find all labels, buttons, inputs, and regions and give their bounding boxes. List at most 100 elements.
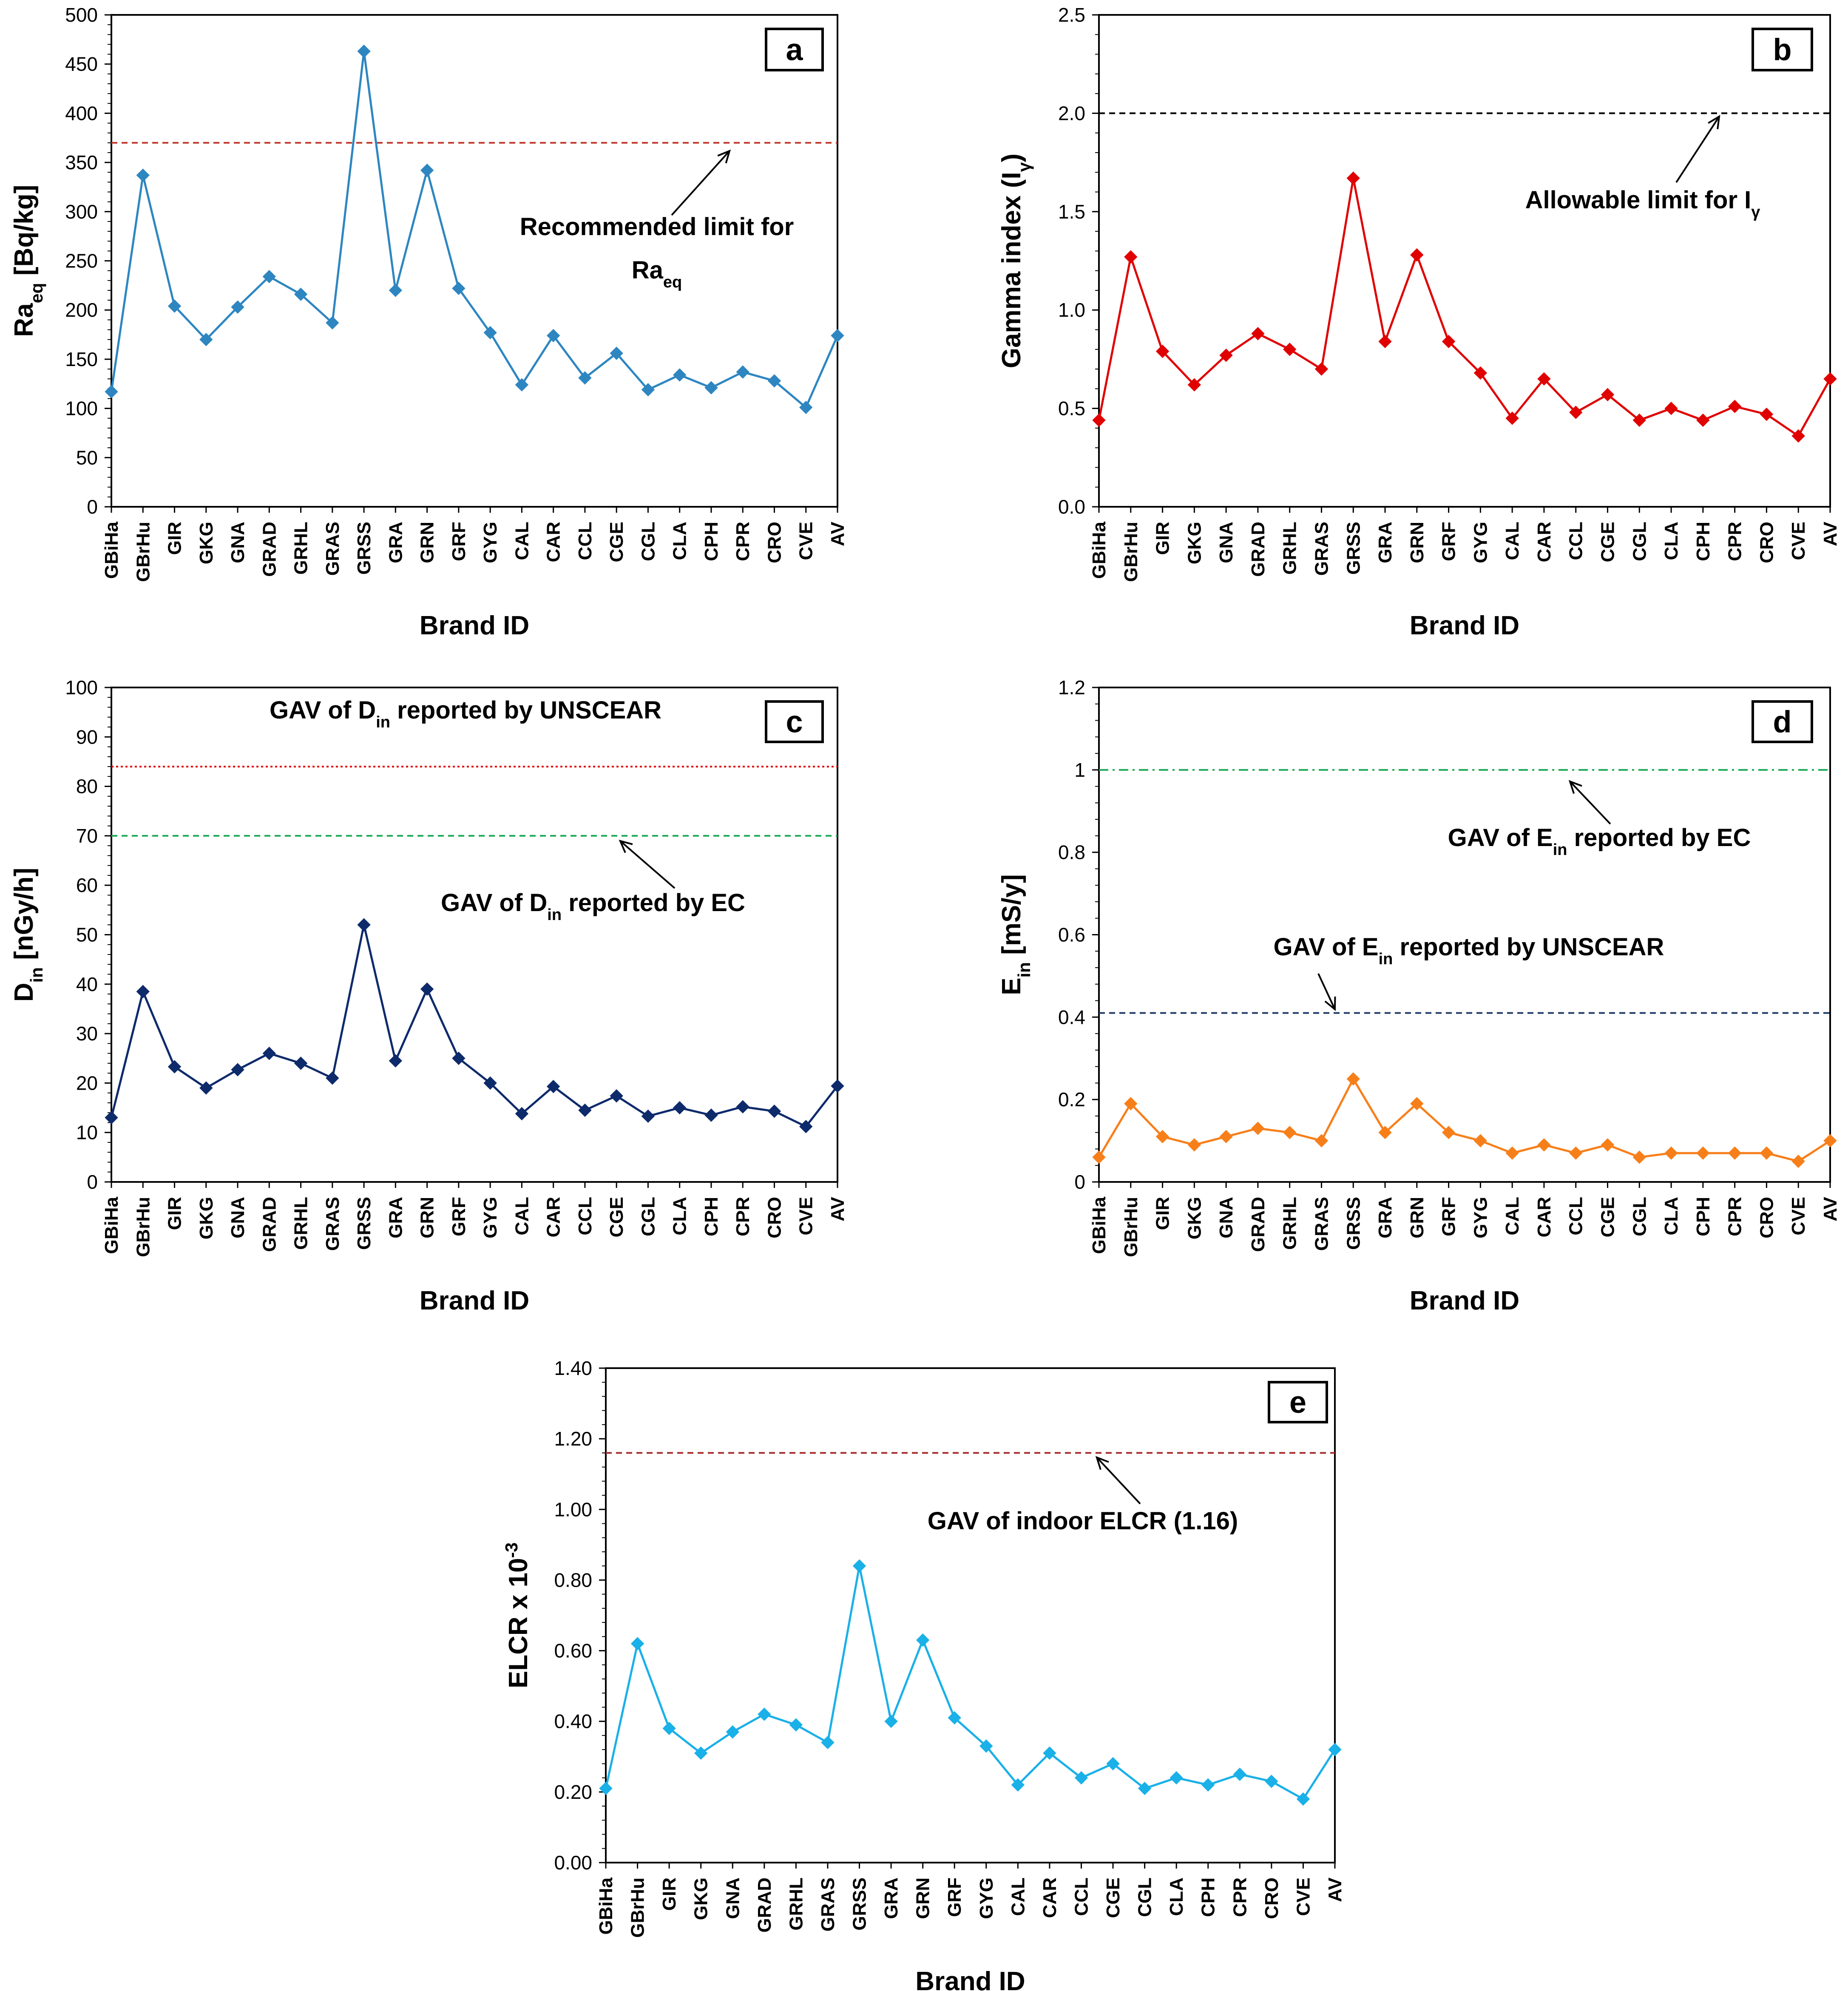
data-point-marker [979,1739,993,1753]
data-point-marker [1296,1792,1310,1806]
annotation-text: GAV of indoor ELCR (1.16) [928,1507,1238,1535]
data-point-marker [389,284,403,297]
x-tick-label: CRO [764,522,785,563]
data-point-marker [231,300,244,314]
panel-label-box [1751,700,1813,743]
x-tick-label: GIR [1153,522,1173,555]
x-tick-label: CAR [543,522,564,562]
x-tick-label: GNA [1216,1197,1237,1238]
x-tick-label: GNA [227,1197,248,1238]
y-tick-label: 1.20 [554,1428,592,1450]
x-tick-label: AV [827,1196,848,1221]
data-point-marker [789,1718,803,1732]
x-tick-label: CGE [1598,522,1618,562]
data-point-marker [136,168,150,182]
series-line [1098,1078,1831,1162]
x-tick-label: GYG [480,522,501,563]
y-tick-label: 100 [65,676,98,699]
x-tick-label: GRA [385,1197,406,1238]
data-point-marker [389,1054,403,1068]
data-point-marker [1106,1757,1120,1771]
y-tick-label: 0.00 [554,1852,592,1874]
data-point-marker [1601,1138,1615,1152]
data-point-marker [546,329,560,343]
data-point-marker [1233,1767,1247,1781]
x-tick-label: GRAD [259,522,280,577]
x-tick-label: GRHL [786,1877,806,1931]
x-tick-label: GKG [691,1877,712,1920]
x-tick-label: CAR [1534,1197,1555,1237]
x-tick-label: CLA [1166,1877,1187,1916]
x-tick-label: CPR [732,522,753,561]
data-point-marker [357,44,371,58]
data-point-marker [1791,1154,1805,1168]
data-point-marker [1187,1138,1201,1152]
plot-area-frame [605,1367,1336,1863]
data-point-marker [1696,413,1710,427]
data-point-marker [948,1711,961,1725]
x-tick-label: CLA [1661,522,1682,560]
data-point-marker [1537,372,1551,386]
data-point-marker [1265,1775,1278,1788]
x-tick-label: GRN [1407,522,1428,563]
y-tick-label: 300 [65,201,98,223]
x-tick-label: CRO [1261,1877,1282,1919]
x-tick-label: CCL [575,522,596,560]
x-tick-label: GRHL [291,522,312,575]
data-point-marker [831,1079,844,1093]
x-tick-label: CGL [1629,522,1650,561]
annotation-text: GAV of Ein reported by UNSCEAR [1274,933,1664,968]
data-point-marker [694,1746,708,1760]
y-tick-label: 0.8 [1058,841,1085,863]
data-point-marker [1219,1130,1233,1144]
data-point-marker [1601,388,1615,401]
data-point-marker [262,1046,276,1060]
x-tick-label: GBiHa [101,1196,122,1254]
x-tick-label: GNA [722,1877,743,1919]
x-tick-label: GRSS [1343,1197,1364,1250]
annotation-arrowhead [1324,996,1336,1011]
data-point-marker [1823,1134,1837,1147]
x-tick-label: GKG [196,1197,217,1239]
x-tick-label: AV [1820,1196,1841,1221]
x-tick-label: CGE [606,1197,627,1237]
x-tick-label: GRAD [1248,1197,1269,1252]
data-point-marker [736,365,749,379]
data-point-marker [294,1057,308,1070]
x-tick-label: CAR [543,1197,564,1237]
x-tick-label: CCL [1566,522,1587,560]
data-point-marker [662,1721,676,1735]
annotation-text: Allowable limit for Iγ [1525,186,1760,221]
data-point-marker [231,1063,244,1076]
y-tick-label: 1.0 [1058,299,1085,321]
x-tick-label: GRSS [1343,522,1364,575]
chart-panel-d: 0 0.2 0.4 0.6 0.8 1 1.2 GBiHa GBrHu GIR GKG GNA GRAD… [997,676,1841,1315]
data-point-marker [726,1725,739,1739]
series-line [1098,177,1831,437]
y-tick-label: 0 [87,496,98,518]
annotation-arrow [1675,116,1720,183]
y-tick-label: 0 [87,1171,98,1193]
annotation-arrowhead [1708,115,1720,130]
y-tick-label: 150 [65,348,98,370]
data-point-marker [105,385,118,398]
x-tick-label: GRAD [1248,522,1269,577]
y-tick-label: 80 [76,775,98,798]
y-tick-label: 0.0 [1058,496,1085,518]
data-point-marker [641,383,655,397]
x-tick-label: GIR [1153,1197,1173,1230]
x-tick-label: CGL [1629,1197,1650,1236]
y-tick-label: 70 [76,825,98,847]
data-point-marker [294,287,308,301]
x-tick-label: GRAS [322,522,343,576]
x-tick-label: GRAS [1311,522,1332,576]
y-tick-label: 50 [76,924,98,946]
data-point-marker [452,1051,466,1065]
x-tick-label: GBrHu [133,1197,153,1257]
x-tick-label: GYG [1470,1197,1491,1238]
data-point-marker [515,1107,529,1121]
x-tick-label: CPR [1229,1877,1250,1917]
data-point-marker [821,1735,835,1750]
data-point-marker [483,1076,497,1090]
x-tick-label: GYG [1470,522,1491,563]
